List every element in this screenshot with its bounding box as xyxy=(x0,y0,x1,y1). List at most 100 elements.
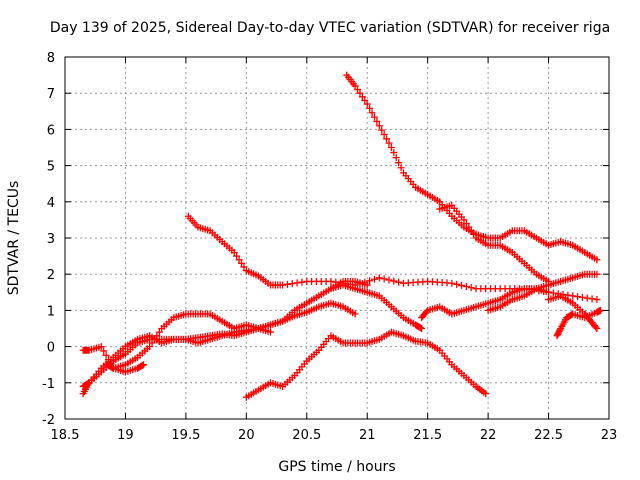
data-point xyxy=(462,220,470,228)
data-point xyxy=(363,281,371,289)
data-point xyxy=(279,281,287,289)
data-point xyxy=(556,326,564,334)
data-point xyxy=(385,276,393,284)
y-tick-label: 0 xyxy=(47,341,55,356)
x-tick-label: 19 xyxy=(117,428,134,443)
x-tick-label: 20 xyxy=(238,428,255,443)
data-point xyxy=(597,306,605,314)
data-point xyxy=(351,310,359,318)
y-tick-label: 8 xyxy=(47,51,55,66)
data-point xyxy=(138,361,146,369)
y-tick-label: -2 xyxy=(42,413,55,428)
data-point xyxy=(460,216,468,224)
data-point xyxy=(370,275,378,283)
data-point xyxy=(387,144,395,151)
axis-ticks: 18.5 19 19.5 20 20.5 21 21.5 22 22.5 23-2-1012345… xyxy=(42,51,617,443)
data-point xyxy=(354,86,362,94)
series-arc-5 xyxy=(79,299,359,390)
data-point xyxy=(453,280,461,288)
data-point xyxy=(108,364,116,372)
y-tick-label: 1 xyxy=(47,304,55,319)
data-point xyxy=(370,113,378,121)
data-point xyxy=(230,248,238,256)
data-point xyxy=(467,227,475,235)
data-point xyxy=(351,82,359,90)
x-tick-label: 20.5 xyxy=(292,428,321,443)
data-point xyxy=(233,252,241,260)
data-point xyxy=(390,277,398,285)
data-point xyxy=(155,328,163,336)
data-point xyxy=(422,308,430,316)
y-tick-label: 3 xyxy=(47,232,55,247)
y-tick-label: 6 xyxy=(47,123,55,138)
x-tick-label: 21 xyxy=(359,428,376,443)
data-point xyxy=(418,325,426,332)
x-tick-label: 19.5 xyxy=(171,428,200,443)
data-point xyxy=(378,126,386,134)
y-tick-label: 2 xyxy=(47,268,55,283)
grid xyxy=(65,57,609,419)
series-arc-7 xyxy=(103,361,148,376)
data-point xyxy=(237,259,245,267)
data-point xyxy=(592,323,600,331)
data-point xyxy=(397,164,405,172)
data-point xyxy=(140,361,148,369)
data-point xyxy=(593,256,601,264)
series-arc-10 xyxy=(418,270,601,322)
data-point xyxy=(467,284,475,292)
data-point xyxy=(588,295,596,303)
data-point xyxy=(368,109,376,117)
y-tick-label: 4 xyxy=(47,196,55,211)
x-tick-label: 18.5 xyxy=(51,428,80,443)
data-point xyxy=(327,277,335,285)
data-point xyxy=(361,96,369,104)
data-point xyxy=(458,281,466,289)
data-point xyxy=(583,294,591,302)
data-point xyxy=(545,288,553,296)
data-point xyxy=(593,296,601,304)
data-point xyxy=(383,135,391,143)
x-tick-label: 23 xyxy=(601,428,618,443)
data-point xyxy=(593,325,601,332)
data-point xyxy=(240,263,248,271)
series-arc-6 xyxy=(79,325,275,398)
data-point xyxy=(146,343,154,351)
data-point xyxy=(366,277,374,285)
data-point xyxy=(482,390,490,398)
series-arc-11 xyxy=(484,285,553,314)
data-point xyxy=(288,280,296,288)
series-arc-12 xyxy=(553,306,605,340)
data-point xyxy=(298,278,306,286)
series-arc-13 xyxy=(545,292,601,332)
data-point xyxy=(375,122,383,130)
data-point xyxy=(465,223,473,231)
y-tick-label: 7 xyxy=(47,87,55,102)
data-point xyxy=(267,328,275,336)
data-point xyxy=(392,154,400,162)
y-tick-label: -1 xyxy=(42,377,55,392)
data-point xyxy=(416,324,424,332)
data-point xyxy=(283,280,291,288)
data-point xyxy=(593,270,601,278)
series-arc-9 xyxy=(327,281,426,332)
y-tick-label: 5 xyxy=(47,160,55,175)
data-point xyxy=(380,130,388,138)
data-point xyxy=(462,283,470,291)
data-point xyxy=(395,278,403,286)
x-tick-label: 21.5 xyxy=(413,428,442,443)
y-axis-label: SDTVAR / TECUs xyxy=(6,181,22,296)
data-point xyxy=(569,292,577,300)
data-point xyxy=(356,89,364,97)
data-point xyxy=(578,293,586,301)
data-point xyxy=(380,275,388,283)
series-arc-8 xyxy=(242,328,490,401)
data-point xyxy=(470,230,478,238)
series-arc-3 xyxy=(436,201,553,285)
data-point xyxy=(102,351,110,359)
data-point xyxy=(375,274,383,282)
data-point xyxy=(373,117,381,125)
data-point xyxy=(395,159,403,167)
x-axis-label: GPS time / hours xyxy=(278,459,395,475)
